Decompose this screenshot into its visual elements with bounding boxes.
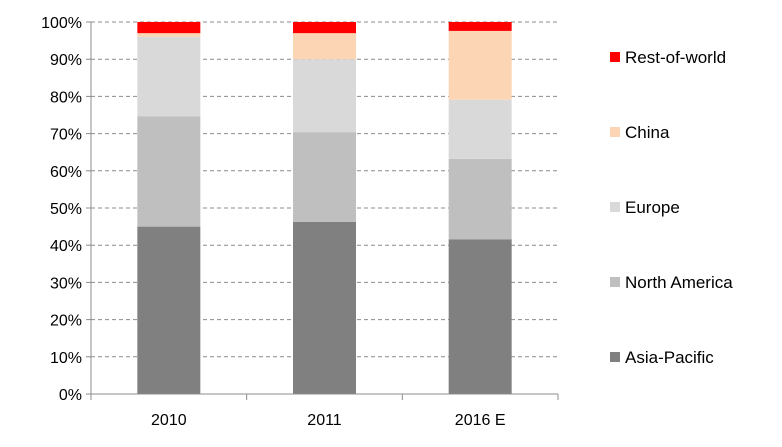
legend-label-rest-of-world: Rest-of-world — [625, 48, 726, 67]
y-tick-label: 40% — [50, 238, 82, 255]
legend-label-europe: Europe — [625, 198, 680, 217]
bar-segment-north-america — [448, 158, 512, 240]
x-tick-label: 2011 — [307, 412, 342, 429]
y-tick-label: 90% — [50, 52, 82, 69]
x-tick-label: 2016 E — [455, 412, 506, 429]
legend-swatch-rest-of-world — [610, 52, 620, 62]
bar-segment-china — [137, 33, 201, 37]
legend: Rest-of-world China Europe North America Asi… — [610, 48, 733, 367]
bar-segment-rest-of-world — [293, 22, 356, 34]
bar-segment-rest-of-world — [137, 22, 201, 34]
bar-segment-europe — [448, 99, 512, 159]
bar-segment-china — [448, 30, 512, 100]
y-tick-label: 20% — [50, 313, 82, 330]
bar-segment-asia-pacific — [448, 239, 512, 394]
y-tick-label: 80% — [50, 89, 82, 106]
legend-label-asia-pacific: Asia-Pacific — [625, 348, 714, 367]
y-tick-label: 30% — [50, 275, 82, 292]
x-tick-label: 2010 — [151, 412, 187, 429]
y-tick-label: 70% — [50, 127, 82, 144]
bar-segment-europe — [137, 36, 201, 117]
legend-swatch-china — [610, 127, 620, 137]
bar-segment-north-america — [293, 132, 356, 222]
y-tick-label: 10% — [50, 350, 82, 367]
bar-segment-asia-pacific — [293, 221, 356, 394]
legend-swatch-asia-pacific — [610, 352, 620, 362]
y-tick-label: 50% — [50, 201, 82, 218]
legend-label-north-america: North America — [625, 273, 733, 292]
bar-segment-rest-of-world — [448, 22, 512, 31]
bars — [137, 22, 512, 394]
bar-segment-north-america — [137, 116, 201, 227]
bar-segment-asia-pacific — [137, 226, 201, 394]
y-tick-label: 100% — [41, 15, 82, 32]
axes: 0% 10% 20% 30% 40% 50% 60% 70% 80% 90% 100% 2010 201… — [41, 15, 559, 429]
legend-swatch-north-america — [610, 277, 620, 287]
y-tick-label: 0% — [59, 387, 82, 404]
y-tick-label: 60% — [50, 164, 82, 181]
bar-segment-europe — [293, 59, 356, 133]
bar-segment-china — [293, 33, 356, 60]
legend-swatch-europe — [610, 202, 620, 212]
legend-label-china: China — [625, 123, 670, 142]
